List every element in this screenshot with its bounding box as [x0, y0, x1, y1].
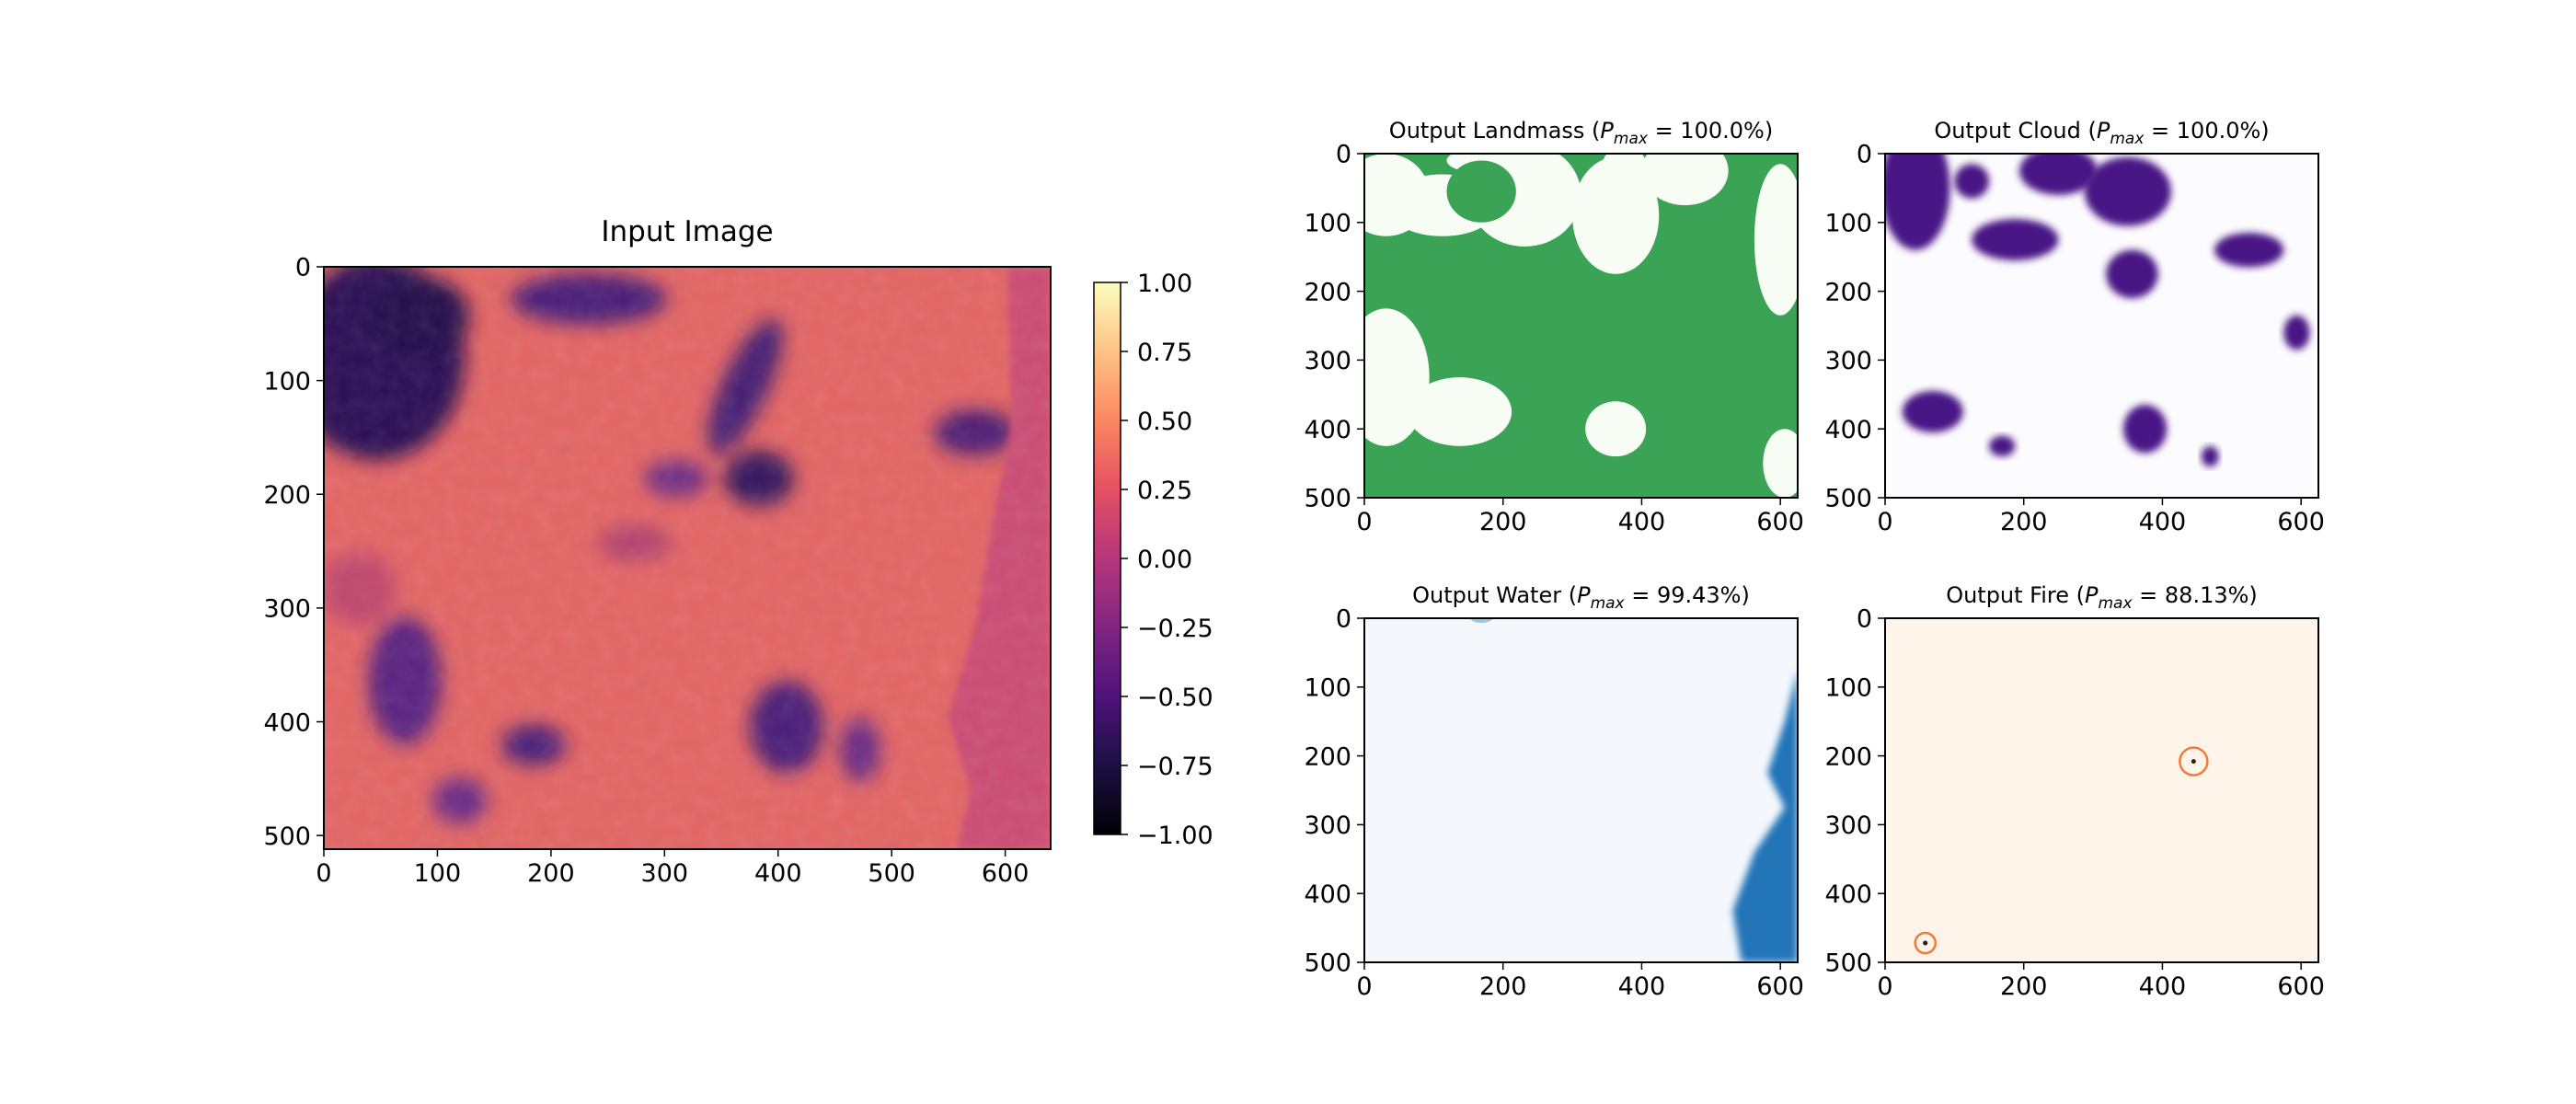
output-fire-y-tick-label: 100 [1824, 674, 1872, 703]
output-landmass-y-tick-label: 500 [1304, 485, 1351, 513]
input-image-x-tick-label: 0 [316, 859, 331, 888]
output-landmass-y-tick-label: 400 [1304, 416, 1351, 444]
colorbar-tick-label: −0.25 [1137, 615, 1213, 643]
input-image-x-axis: 0 100 200 300 400 500 600 0 100 200 300 400 500 [263, 254, 1029, 888]
output-landmass-x-tick-label: 200 [1479, 508, 1527, 536]
output-water-y-tick-label: 300 [1304, 811, 1351, 840]
output-cloud-y-tick-label: 0 [1857, 141, 1872, 169]
output-water-y-tick-label: 100 [1304, 674, 1351, 703]
output-landmass-panel: Output Landmass (Pmax = 100.0%) 0 200 400 60… [1304, 118, 1804, 536]
output-water-frame [1363, 617, 1799, 963]
fire-detection-marker [1914, 931, 1937, 955]
output-fire-y-tick-label: 400 [1824, 880, 1872, 909]
output-landmass-heatmap [1364, 154, 1798, 498]
input-image-y-tick-label: 0 [295, 254, 311, 282]
input-image-heatmap [324, 267, 1051, 849]
colorbar-tick-label: −1.00 [1137, 822, 1213, 850]
fire-detection-point [2191, 759, 2196, 765]
output-landmass-x-tick-label: 0 [1356, 508, 1372, 536]
output-fire-panel: Output Fire (Pmax = 88.13%) 0 200 400 600 0 10… [1824, 582, 2324, 1001]
colorbar-tick-label: 0.00 [1137, 546, 1192, 574]
output-landmass-x-tick-label: 400 [1618, 508, 1666, 536]
output-cloud-panel: Output Cloud (Pmax = 100.0%) 0 200 400 600 0 1… [1824, 118, 2324, 536]
output-landmass-y-tick-label: 300 [1304, 347, 1351, 375]
fire-detection-point [1923, 940, 1928, 946]
input-image-panel: Input Image 0 [263, 215, 1213, 888]
output-cloud-y-tick-label: 400 [1824, 416, 1872, 444]
colorbar-tick-label: 0.75 [1137, 339, 1192, 367]
output-water-y-tick-label: 400 [1304, 880, 1351, 909]
output-fire-x-tick-label: 0 [1877, 972, 1892, 1001]
colorbar-tick-label: −0.50 [1137, 684, 1213, 712]
output-cloud-heatmap [1885, 154, 2318, 498]
output-fire-y-tick-label: 200 [1824, 742, 1872, 771]
fire-detection-marker [2179, 746, 2209, 776]
output-water-title: Output Water (Pmax = 99.43%) [1412, 582, 1750, 613]
output-fire-x-tick-label: 200 [2000, 972, 2048, 1001]
input-image-x-tick-label: 400 [754, 859, 802, 888]
output-cloud-y-tick-label: 100 [1824, 210, 1872, 238]
output-fire-x-tick-label: 400 [2139, 972, 2187, 1001]
input-image-x-tick-label: 600 [982, 859, 1029, 888]
output-cloud-x-tick-label: 0 [1877, 508, 1892, 536]
output-cloud-frame [1884, 153, 2319, 499]
output-cloud-x-tick-label: 400 [2139, 508, 2187, 536]
output-water-y-tick-label: 500 [1304, 949, 1351, 978]
colorbar-tick-label: 0.50 [1137, 408, 1192, 436]
input-image-y-tick-label: 500 [263, 822, 311, 851]
output-cloud-y-tick-label: 500 [1824, 485, 1872, 513]
output-fire-y-tick-label: 500 [1824, 949, 1872, 978]
output-water-x-tick-label: 400 [1618, 972, 1666, 1001]
output-fire-y-tick-label: 0 [1857, 605, 1872, 634]
output-fire-x-tick-label: 600 [2277, 972, 2325, 1001]
output-water-panel: Output Water (Pmax = 99.43%) 0 200 400 600 0 1… [1304, 582, 1803, 1001]
output-water-y-tick-label: 200 [1304, 742, 1351, 771]
input-image-y-tick-label: 200 [263, 481, 311, 510]
input-image-y-tick-label: 100 [263, 367, 311, 396]
output-fire-title: Output Fire (Pmax = 88.13%) [1946, 582, 2258, 613]
output-water-heatmap [1364, 618, 1798, 962]
input-image-y-tick-label: 400 [263, 708, 311, 737]
output-fire-frame [1884, 617, 2319, 963]
colorbar: 1.00 0.75 0.50 0.25 0.00 −0.25 −0.50 −0.75 −1.00 [1093, 270, 1213, 850]
colorbar-tick-label: 1.00 [1137, 270, 1192, 298]
output-cloud-title: Output Cloud (Pmax = 100.0%) [1934, 118, 2269, 148]
input-image-x-tick-label: 100 [414, 859, 462, 888]
output-landmass-frame [1363, 153, 1799, 499]
input-image-x-tick-label: 300 [641, 859, 689, 888]
output-landmass-title: Output Landmass (Pmax = 100.0%) [1389, 118, 1773, 148]
output-water-x-tick-label: 0 [1356, 972, 1372, 1001]
output-landmass-y-tick-label: 200 [1304, 278, 1351, 306]
colorbar-tick-label: 0.25 [1137, 477, 1192, 505]
colorbar-tick-label: −0.75 [1137, 753, 1213, 781]
input-image-title: Input Image [601, 215, 773, 248]
output-cloud-y-tick-label: 200 [1824, 278, 1872, 306]
output-landmass-y-tick-label: 100 [1304, 210, 1351, 238]
output-water-y-tick-label: 0 [1336, 605, 1351, 634]
output-water-x-tick-label: 600 [1756, 972, 1804, 1001]
input-image-x-tick-label: 200 [527, 859, 575, 888]
output-water-x-tick-label: 200 [1479, 972, 1527, 1001]
output-landmass-y-tick-label: 0 [1336, 141, 1351, 169]
output-cloud-y-tick-label: 300 [1824, 347, 1872, 375]
output-fire-heatmap [1885, 618, 2318, 962]
output-cloud-x-tick-label: 600 [2277, 508, 2325, 536]
output-fire-y-tick-label: 300 [1824, 811, 1872, 840]
output-cloud-x-tick-label: 200 [2000, 508, 2048, 536]
input-image-y-tick-label: 300 [263, 595, 311, 624]
input-image-x-tick-label: 500 [868, 859, 915, 888]
output-landmass-x-tick-label: 600 [1756, 508, 1804, 536]
